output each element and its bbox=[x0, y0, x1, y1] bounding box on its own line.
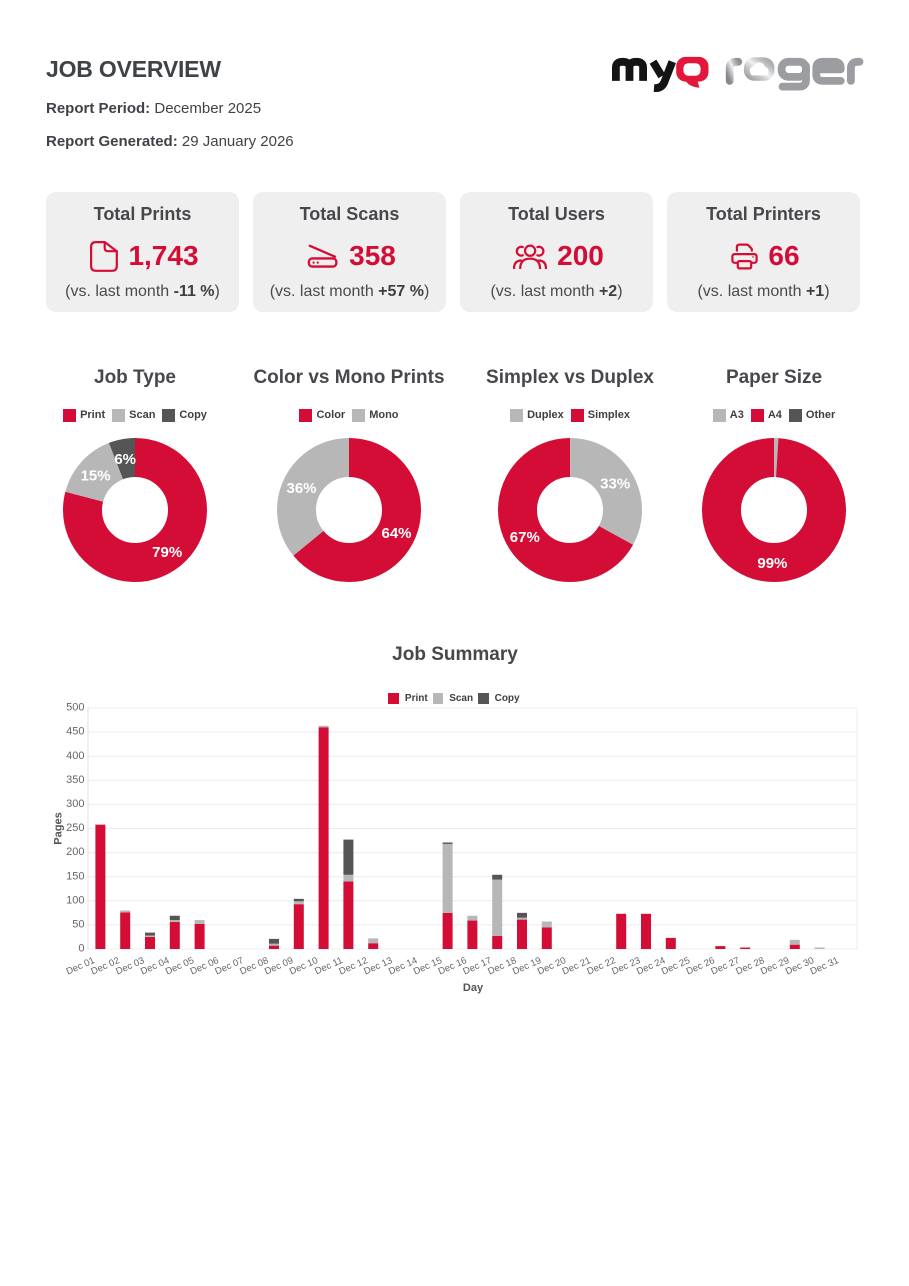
svg-text:67%: 67% bbox=[510, 529, 540, 546]
svg-text:50: 50 bbox=[72, 918, 84, 930]
svg-text:450: 450 bbox=[66, 726, 84, 738]
svg-text:79%: 79% bbox=[152, 544, 182, 561]
svg-text:15%: 15% bbox=[81, 468, 111, 485]
svg-text:500: 500 bbox=[66, 702, 84, 714]
svg-text:300: 300 bbox=[66, 798, 84, 810]
svg-text:200: 200 bbox=[66, 846, 84, 858]
svg-text:350: 350 bbox=[66, 774, 84, 786]
svg-text:33%: 33% bbox=[600, 476, 630, 493]
svg-text:0: 0 bbox=[78, 943, 84, 955]
svg-text:400: 400 bbox=[66, 750, 84, 762]
svg-text:36%: 36% bbox=[286, 480, 316, 497]
svg-text:64%: 64% bbox=[381, 525, 411, 542]
svg-text:250: 250 bbox=[66, 822, 84, 834]
svg-text:150: 150 bbox=[66, 870, 84, 882]
svg-text:100: 100 bbox=[66, 894, 84, 906]
svg-text:Dec 31: Dec 31 bbox=[809, 955, 841, 977]
svg-text:Pages: Pages bbox=[53, 812, 65, 844]
svg-text:Day: Day bbox=[463, 982, 484, 994]
svg-text:6%: 6% bbox=[114, 451, 136, 468]
svg-text:99%: 99% bbox=[757, 555, 787, 572]
